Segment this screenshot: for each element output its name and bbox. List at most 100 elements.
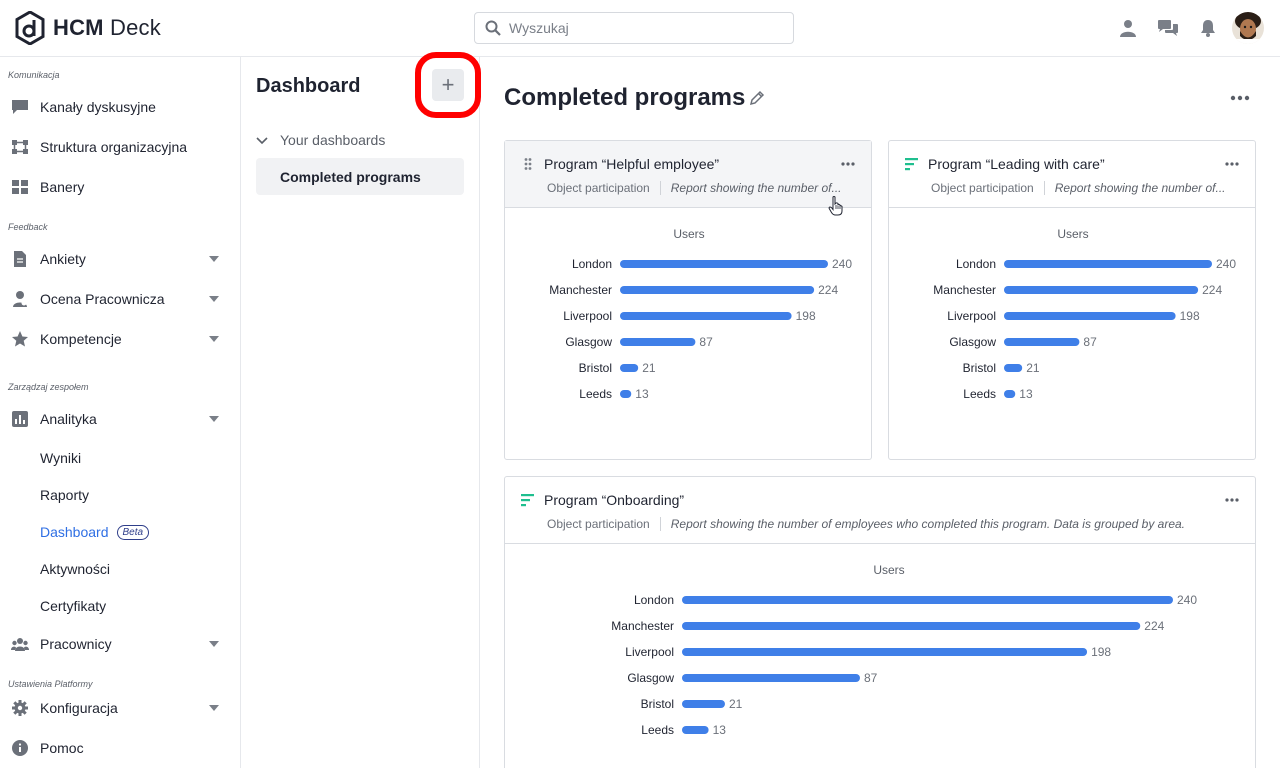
add-dashboard-button[interactable]: + — [415, 52, 481, 118]
bar[interactable] — [682, 674, 860, 682]
more-options-icon[interactable] — [1228, 90, 1252, 106]
sidebar-subitem-activities[interactable]: Aktywności — [40, 561, 111, 577]
sidebar-subitem-dashboard[interactable]: Dashboard Beta — [40, 524, 150, 540]
bell-icon[interactable] — [1196, 16, 1220, 40]
chevron-down-icon[interactable] — [209, 296, 219, 302]
value-label: 21 — [729, 697, 743, 711]
section-label-communication: Komunikacja — [8, 70, 60, 80]
gear-icon — [11, 699, 29, 717]
sidebar-item-banners[interactable]: Banery — [0, 172, 240, 202]
sidebar-item-label: Konfiguracja — [40, 700, 118, 716]
program-bars-icon — [521, 494, 534, 507]
value-label: 13 — [1019, 387, 1033, 401]
report-description: Report showing the number of employees w… — [670, 517, 1186, 531]
document-icon — [11, 250, 29, 268]
bar[interactable] — [682, 622, 1141, 630]
more-options-icon[interactable] — [1223, 159, 1241, 169]
search-input[interactable] — [509, 20, 769, 36]
category-label: Bristol — [641, 697, 674, 711]
sidebar-item-analytics[interactable]: Analityka — [0, 404, 240, 434]
value-label: 224 — [1144, 619, 1164, 633]
sidebar-item-employees[interactable]: Pracownicy — [0, 629, 240, 659]
category-label: Bristol — [579, 361, 612, 375]
report-card-subtitle: Object participation Report showing the … — [931, 181, 1226, 195]
chevron-down-icon[interactable] — [209, 641, 219, 647]
report-description: Report showing the number of... — [670, 181, 842, 195]
bar[interactable] — [620, 286, 815, 294]
bar[interactable] — [620, 390, 632, 398]
sidebar-item-label: Ankiety — [40, 251, 86, 267]
sidebar-item-discussion-channels[interactable]: Kanały dyskusyjne — [0, 92, 240, 122]
chart-title: Users — [1057, 227, 1089, 241]
value-label: 13 — [713, 723, 727, 737]
bar[interactable] — [682, 596, 1173, 604]
report-card[interactable]: Program “Onboarding” Object participatio… — [504, 476, 1256, 768]
sidebar-item-help[interactable]: Pomoc — [0, 733, 240, 763]
category-label: London — [572, 257, 612, 271]
report-card-header: Program “Onboarding” Object participatio… — [505, 477, 1255, 544]
divider — [659, 181, 661, 195]
sidebar-item-label: Banery — [40, 179, 85, 195]
value-label: 87 — [1083, 335, 1097, 349]
bar[interactable] — [620, 260, 828, 268]
bar[interactable] — [1004, 260, 1212, 268]
section-label-platform-settings: Ustawienia Platformy — [8, 679, 93, 689]
bar[interactable] — [1004, 364, 1023, 372]
user-avatar[interactable] — [1232, 12, 1264, 44]
dashboard-entry-completed-programs[interactable]: Completed programs — [256, 158, 464, 195]
sidebar-item-configuration[interactable]: Konfiguracja — [0, 693, 240, 723]
category-label: Liverpool — [625, 645, 674, 659]
category-label: Liverpool — [563, 309, 612, 323]
sidebar-subitem-results[interactable]: Wyniki — [40, 450, 82, 466]
report-card-title: Program “Helpful employee” — [544, 156, 720, 172]
sidebar-item-surveys[interactable]: Ankiety — [0, 244, 240, 274]
value-label: 21 — [642, 361, 656, 375]
value-label: 224 — [818, 283, 838, 297]
bar[interactable] — [1004, 390, 1016, 398]
more-options-icon[interactable] — [1223, 495, 1241, 505]
sidebar-item-org-structure[interactable]: Struktura organizacyjna — [0, 132, 240, 162]
sidebar-item-employee-review[interactable]: Ocena Pracownicza — [0, 284, 240, 314]
bar[interactable] — [1004, 312, 1176, 320]
chevron-down-icon[interactable] — [209, 256, 219, 262]
bar-chart-icon — [11, 410, 29, 428]
search-box[interactable] — [474, 12, 794, 44]
chevron-down-icon[interactable] — [209, 705, 219, 711]
chevron-down-icon[interactable] — [209, 336, 219, 342]
sidebar-item-label: Pracownicy — [40, 636, 112, 652]
page-title: Completed programs — [504, 84, 746, 111]
bar[interactable] — [620, 338, 696, 346]
report-card[interactable]: Program “Leading with care” Object parti… — [888, 140, 1256, 460]
chevron-down-icon — [256, 137, 268, 145]
bar[interactable] — [620, 364, 639, 372]
drag-handle-icon[interactable] — [521, 157, 535, 171]
bar[interactable] — [1004, 338, 1080, 346]
sidebar-item-competences[interactable]: Kompetencje — [0, 324, 240, 354]
sidebar-subitem-reports[interactable]: Raporty — [40, 487, 90, 503]
sidebar-subitem-certificates[interactable]: Certyfikaty — [40, 598, 107, 614]
bar[interactable] — [682, 726, 709, 734]
more-options-icon[interactable] — [839, 159, 857, 169]
logo-mark-icon — [15, 11, 45, 45]
report-card[interactable]: Program “Helpful employee” Object partic… — [504, 140, 872, 460]
report-type-label: Object participation — [547, 517, 650, 531]
profile-icon[interactable] — [1116, 16, 1140, 40]
category-label: London — [956, 257, 996, 271]
messages-icon[interactable] — [1156, 16, 1180, 40]
bar[interactable] — [682, 648, 1088, 656]
chevron-down-icon[interactable] — [209, 416, 219, 422]
category-label: Glasgow — [565, 335, 612, 349]
your-dashboards-toggle[interactable]: Your dashboards — [256, 132, 385, 148]
pencil-icon[interactable] — [748, 89, 766, 107]
bar[interactable] — [1004, 286, 1199, 294]
value-label: 198 — [1180, 309, 1200, 323]
value-label: 13 — [635, 387, 649, 401]
dashboard-panel-title: Dashboard — [256, 75, 361, 97]
category-label: Leeds — [579, 387, 612, 401]
bar[interactable] — [682, 700, 725, 708]
dashboard-list-panel: Dashboard + Your dashboards Completed pr… — [241, 52, 481, 768]
category-label: Glasgow — [627, 671, 674, 685]
sidebar-item-label: Struktura organizacyjna — [40, 139, 188, 155]
bar[interactable] — [620, 312, 792, 320]
app-logo[interactable]: HCM Deck — [15, 11, 161, 45]
